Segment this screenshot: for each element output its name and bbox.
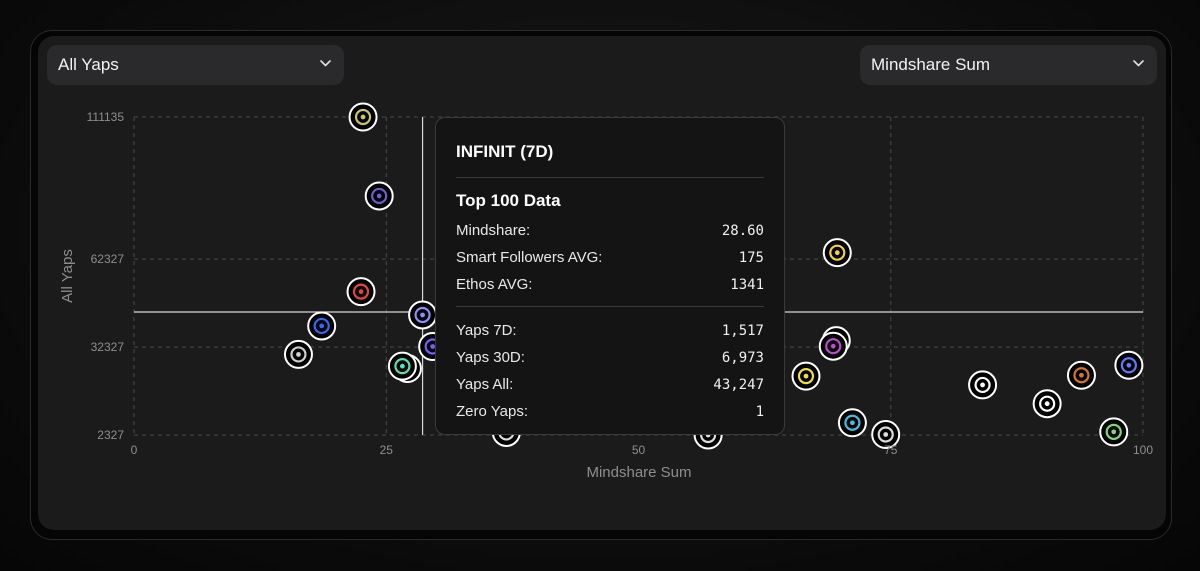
logo-dot — [420, 312, 425, 318]
data-point — [307, 311, 337, 341]
row-value: 1,517 — [721, 322, 764, 339]
tooltip-row-mindshare: Mindshare: 28.60 — [456, 217, 764, 244]
logo-dot — [296, 352, 301, 357]
logo-dot — [834, 250, 840, 256]
row-label: Smart Followers AVG: — [456, 249, 603, 266]
data-point — [1099, 417, 1129, 447]
logo-mark — [290, 346, 307, 363]
row-label: Yaps All: — [456, 376, 514, 393]
logo-mark — [1105, 423, 1122, 440]
y-axis-select[interactable]: All Yaps — [47, 45, 344, 85]
data-point — [1114, 350, 1144, 380]
y-tick-label: 2327 — [97, 428, 124, 442]
logo-dot — [399, 363, 405, 369]
data-point — [283, 339, 313, 369]
logo-dot — [980, 382, 985, 388]
tooltip-row-zero-yaps: Zero Yaps: 1 — [456, 398, 764, 425]
tick-labels: 0 25 50 75 100 2327 32327 62327 111135 — [87, 110, 1154, 457]
logo-dot — [1079, 372, 1084, 378]
tooltip-row-smart-followers: Smart Followers AVG: 175 — [456, 244, 764, 271]
logo-mark — [354, 108, 372, 126]
x-axis-select-label: Mindshare Sum — [871, 55, 991, 74]
logo-mark — [877, 426, 894, 443]
x-tick-label: 0 — [131, 443, 138, 457]
tooltip-row-yaps-all: Yaps All: 43,247 — [456, 371, 764, 398]
divider — [456, 306, 764, 307]
logo-dot — [1044, 401, 1050, 407]
tooltip-row-yaps-7d: Yaps 7D: 1,517 — [456, 317, 764, 344]
row-label: Ethos AVG: — [456, 276, 533, 293]
x-tick-label: 100 — [1133, 443, 1153, 457]
logo-dot — [319, 323, 325, 329]
logo-mark — [825, 338, 842, 355]
data-point — [791, 361, 821, 391]
row-label: Yaps 7D: — [456, 322, 517, 339]
logo-mark — [797, 368, 815, 385]
x-tick-label: 25 — [380, 443, 394, 457]
tooltip-section-title: Top 100 Data — [456, 191, 561, 210]
logo-mark — [974, 376, 991, 394]
logo-mark — [414, 306, 431, 324]
row-label: Zero Yaps: — [456, 403, 528, 420]
x-axis-select[interactable]: Mindshare Sum — [860, 45, 1157, 85]
data-point — [822, 238, 852, 268]
data-point — [408, 300, 438, 330]
data-points — [283, 102, 1144, 450]
logo-mark — [352, 283, 370, 300]
logo-dot — [1111, 429, 1117, 435]
row-value: 175 — [738, 249, 764, 266]
row-value: 43,247 — [713, 376, 764, 393]
y-tick-label: 32327 — [91, 340, 125, 354]
point-tooltip: INFINIT (7D) Top 100 Data Mindshare: 28.… — [435, 117, 785, 435]
x-tick-label: 75 — [884, 443, 898, 457]
row-value: 1 — [755, 403, 764, 420]
logo-mark — [394, 358, 411, 375]
data-point — [818, 331, 848, 361]
logo-dot — [430, 344, 436, 349]
logo-mark — [1073, 367, 1090, 384]
data-point — [346, 277, 376, 307]
logo-mark — [1039, 395, 1056, 412]
tooltip-row-yaps-30d: Yaps 30D: 6,973 — [456, 344, 764, 371]
logo-dot — [883, 432, 889, 437]
data-point — [364, 181, 394, 211]
logo-mark — [1120, 357, 1137, 374]
logo-dot — [360, 114, 366, 120]
tooltip-title: INFINIT (7D) — [456, 142, 554, 161]
data-point — [968, 370, 998, 400]
divider — [456, 177, 764, 178]
y-tick-label: 62327 — [91, 252, 125, 266]
data-point — [1066, 360, 1096, 390]
chevron-down-icon — [320, 60, 331, 70]
logo-dot — [376, 193, 382, 199]
chevron-down-icon — [1133, 60, 1144, 70]
y-tick-label: 111135 — [87, 110, 125, 124]
logo-dot — [1126, 362, 1132, 368]
x-axis-label: Mindshare Sum — [586, 464, 691, 481]
logo-mark — [844, 414, 861, 431]
logo-dot — [850, 420, 855, 426]
logo-dot — [803, 373, 809, 379]
row-value: 28.60 — [721, 222, 764, 239]
data-point — [1032, 389, 1062, 419]
data-point — [387, 351, 417, 381]
data-point — [348, 102, 378, 132]
logo-mark — [829, 244, 846, 261]
y-axis-select-label: All Yaps — [58, 55, 119, 74]
row-label: Yaps 30D: — [456, 349, 525, 366]
y-axis-label: All Yaps — [59, 249, 76, 303]
data-point — [871, 419, 901, 449]
logo-dot — [358, 289, 364, 295]
logo-dot — [830, 343, 836, 349]
row-value: 6,973 — [721, 349, 764, 366]
logo-mark — [313, 317, 330, 335]
row-label: Mindshare: — [456, 222, 531, 239]
x-tick-label: 50 — [632, 443, 646, 457]
row-value: 1341 — [730, 276, 764, 293]
tooltip-row-ethos: Ethos AVG: 1341 — [456, 271, 764, 298]
logo-mark — [371, 187, 388, 205]
data-point — [837, 408, 867, 438]
